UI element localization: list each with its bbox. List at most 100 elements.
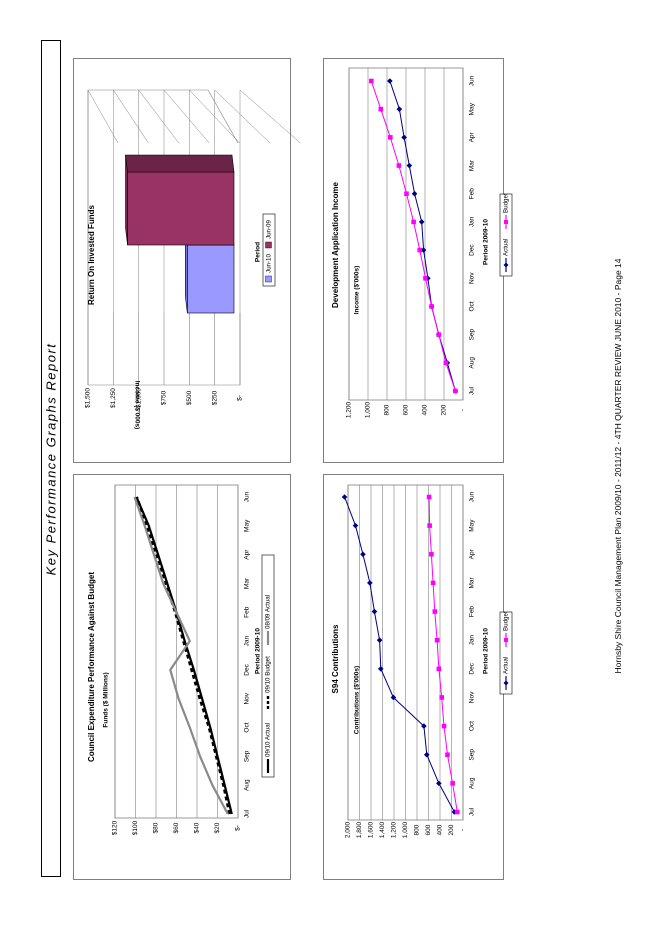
y-tick-label: $500 bbox=[186, 390, 193, 405]
y-tick-label: $- bbox=[237, 395, 244, 401]
roif-chart-panel bbox=[73, 58, 291, 463]
x-tick-label: Jan bbox=[469, 216, 476, 227]
series-line-budget bbox=[370, 80, 456, 392]
legend-label: 09/10 Budget bbox=[265, 656, 272, 693]
spacer3 bbox=[164, 310, 174, 313]
data-point-marker bbox=[341, 494, 348, 500]
chart-title: Council Expenditure Performance Against … bbox=[87, 572, 96, 762]
x-tick-label: Nov bbox=[244, 692, 251, 704]
x-tick-label: Aug bbox=[244, 779, 251, 791]
y-tick-label: $250 bbox=[211, 390, 218, 405]
x-tick-label: Aug bbox=[469, 777, 476, 789]
legend: 09/10 Actual 09/10 Budget 08/09 Actual bbox=[261, 554, 275, 778]
y-tick-label: 1,400 bbox=[379, 821, 386, 838]
data-point-marker bbox=[436, 332, 442, 337]
data-point-marker bbox=[427, 523, 432, 528]
x-tick-label: May bbox=[469, 519, 476, 532]
legend-marker bbox=[504, 638, 508, 642]
series-line-actual bbox=[389, 80, 456, 392]
side-gridline bbox=[214, 89, 271, 144]
data-point-marker bbox=[371, 608, 378, 615]
data-point-marker bbox=[425, 275, 431, 282]
x-tick-label: Sep bbox=[244, 750, 251, 762]
y-tick-label: 600 bbox=[403, 404, 410, 415]
legend-box bbox=[499, 611, 513, 695]
y-tick-label: 1,600 bbox=[368, 821, 375, 838]
data-point-marker bbox=[439, 695, 445, 700]
x-tick-label: Mar bbox=[469, 159, 476, 171]
x-axis-title: Period 2009-10 bbox=[483, 628, 490, 674]
legend: Jun-10 Jun-09 bbox=[262, 213, 276, 287]
side-gridline bbox=[113, 89, 149, 144]
y-tick-label: $- bbox=[235, 825, 242, 831]
y-tick-label: $1,500 bbox=[85, 388, 92, 408]
data-point-marker bbox=[396, 106, 403, 112]
chart-title: Development Application Income bbox=[331, 181, 340, 307]
x-tick-label: Mar bbox=[469, 576, 476, 588]
expenditure-chart: $- $20 $40 $60 $80 $100 $120 Jul Aug Sep Oct Nov Dec… bbox=[87, 484, 275, 835]
y-tick-label: $100 bbox=[132, 820, 139, 835]
legend-label: Jun-09 bbox=[266, 220, 273, 239]
y-tick-label: 1,200 bbox=[346, 401, 353, 418]
side-gridline bbox=[138, 89, 179, 144]
data-point-marker bbox=[432, 609, 438, 614]
legend: Actual Budget bbox=[499, 611, 513, 695]
data-point-marker bbox=[443, 360, 449, 366]
data-point-marker bbox=[377, 666, 384, 672]
legend-swatch bbox=[265, 275, 272, 283]
y-tick-label: $750 bbox=[161, 390, 168, 405]
roif-chart: $- $250 $500 $750 $1,000 $1,250 $1,500 Return O… bbox=[85, 89, 301, 430]
x-tick-label: Oct bbox=[469, 301, 476, 311]
y-tick-label: 600 bbox=[425, 824, 432, 835]
series-line-actual bbox=[344, 496, 455, 813]
data-point-marker bbox=[426, 494, 432, 500]
report-title-box: Key Performance Graphs Report bbox=[41, 40, 61, 877]
y-axis-title: Income ($'000s) bbox=[354, 266, 361, 315]
x-tick-label: May bbox=[244, 519, 251, 532]
y-tick-label: - bbox=[460, 409, 467, 411]
data-point-marker bbox=[404, 191, 409, 197]
y-tick-label: 200 bbox=[441, 404, 448, 415]
data-point-marker bbox=[436, 780, 442, 787]
legend: Actual Budget bbox=[499, 193, 513, 277]
data-point-marker bbox=[369, 78, 374, 84]
spacer3 bbox=[88, 310, 98, 313]
x-tick-label: Nov bbox=[469, 691, 476, 703]
data-point-marker bbox=[423, 275, 428, 281]
spacer3 bbox=[113, 310, 123, 313]
data-point-marker bbox=[418, 219, 425, 225]
data-point-marker bbox=[420, 247, 427, 253]
data-point-marker bbox=[436, 666, 442, 672]
side-gridline bbox=[189, 89, 240, 144]
data-point-marker bbox=[453, 388, 458, 394]
legend-marker bbox=[504, 220, 508, 224]
data-point-marker bbox=[454, 809, 460, 815]
expenditure-chart-panel bbox=[73, 474, 291, 880]
data-point-marker bbox=[387, 78, 393, 84]
data-point-marker bbox=[429, 304, 434, 309]
bar-side-face bbox=[125, 154, 235, 173]
data-point-marker bbox=[352, 522, 359, 529]
y-tick-label: $120 bbox=[112, 820, 119, 835]
chart-title: S94 Contributions bbox=[331, 624, 340, 693]
y-axis-title: Income ($'000s) bbox=[133, 381, 140, 430]
data-point-marker bbox=[411, 190, 418, 197]
data-point-marker bbox=[367, 580, 373, 586]
legend-label: Jun-10 bbox=[266, 254, 273, 273]
data-point-marker bbox=[417, 247, 423, 253]
x-tick-label: May bbox=[469, 102, 476, 115]
x-tick-label: Sep bbox=[469, 328, 476, 340]
legend-box bbox=[499, 193, 513, 277]
x-tick-label: Oct bbox=[244, 722, 251, 732]
y-tick-label: 800 bbox=[384, 404, 391, 415]
x-tick-label: Mar bbox=[244, 577, 251, 589]
y-tick-label: $20 bbox=[214, 822, 221, 833]
x-tick-label: Oct bbox=[469, 721, 476, 731]
x-tick-label: Apr bbox=[244, 549, 251, 560]
data-point-marker bbox=[450, 781, 455, 786]
y-tick-label: 1,800 bbox=[356, 821, 363, 838]
series-line-budget bbox=[428, 496, 458, 813]
x-tick-label: Jan bbox=[244, 635, 251, 646]
